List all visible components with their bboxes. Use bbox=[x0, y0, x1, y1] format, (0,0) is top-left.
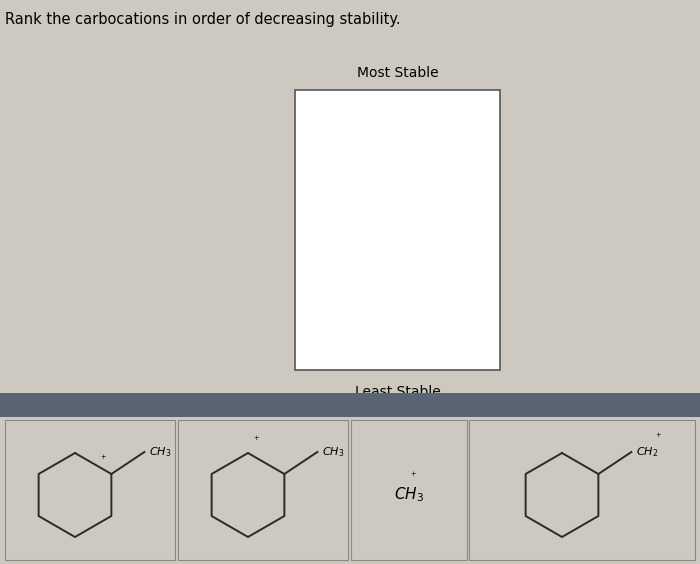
Bar bbox=[0, 420, 700, 560]
Bar bbox=[469, 420, 695, 560]
Text: $CH_2$: $CH_2$ bbox=[636, 445, 659, 459]
Text: $CH_3$: $CH_3$ bbox=[394, 486, 424, 504]
Text: Answer Bank: Answer Bank bbox=[312, 399, 388, 412]
Text: $^+$: $^+$ bbox=[99, 454, 108, 464]
Text: Most Stable: Most Stable bbox=[357, 66, 438, 80]
Bar bbox=[351, 420, 467, 560]
Bar bbox=[178, 420, 348, 560]
Text: $^+$: $^+$ bbox=[252, 435, 260, 445]
Bar bbox=[5, 420, 175, 560]
Bar bbox=[0, 393, 700, 417]
Text: $CH_3$: $CH_3$ bbox=[149, 445, 172, 459]
Text: Least Stable: Least Stable bbox=[355, 385, 440, 399]
Text: $^+$: $^+$ bbox=[409, 471, 417, 481]
Text: Rank the carbocations in order of decreasing stability.: Rank the carbocations in order of decrea… bbox=[5, 12, 400, 27]
Bar bbox=[295, 90, 500, 370]
Text: $CH_3$: $CH_3$ bbox=[323, 445, 345, 459]
Text: $^+$: $^+$ bbox=[654, 432, 662, 442]
